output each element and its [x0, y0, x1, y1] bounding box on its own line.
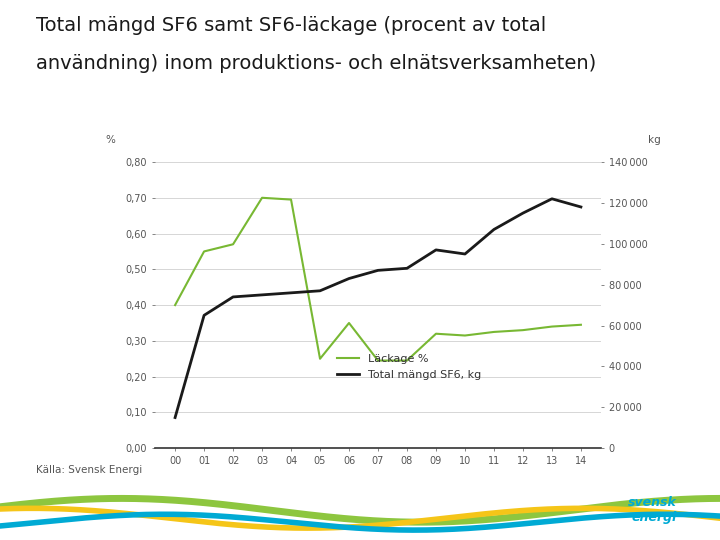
Text: Källa: Svensk Energi: Källa: Svensk Energi: [36, 465, 143, 475]
Text: användning) inom produktions- och elnätsverksamheten): användning) inom produktions- och elnäts…: [36, 54, 596, 73]
Text: %: %: [105, 135, 115, 145]
Text: svensk
energi: svensk energi: [628, 496, 677, 524]
Text: kg: kg: [649, 135, 661, 145]
Legend: Läckage %, Total mängd SF6, kg: Läckage %, Total mängd SF6, kg: [337, 354, 482, 380]
Text: Total mängd SF6 samt SF6-läckage (procent av total: Total mängd SF6 samt SF6-läckage (procen…: [36, 16, 546, 35]
